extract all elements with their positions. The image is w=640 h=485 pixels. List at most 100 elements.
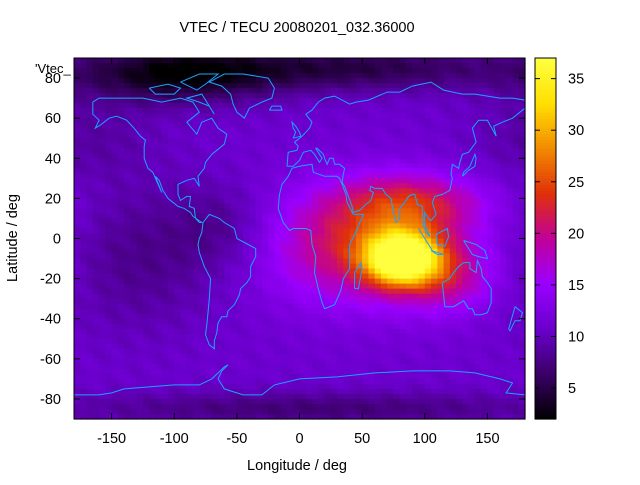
vtec-cell	[255, 263, 263, 270]
vtec-cell	[512, 123, 520, 129]
vtec-cell	[161, 213, 169, 220]
vtec-cell	[255, 283, 263, 290]
vtec-cell	[286, 83, 294, 89]
vtec-cell	[512, 333, 520, 340]
vtec-cell	[199, 348, 207, 355]
vtec-cell	[337, 248, 344, 255]
vtec-cell	[161, 338, 169, 345]
vtec-cell	[124, 238, 131, 245]
vtec-cell	[80, 143, 88, 149]
vtec-cell	[368, 138, 376, 144]
vtec-cell	[487, 273, 495, 280]
vtec-cell	[424, 263, 432, 270]
vtec-cell	[318, 393, 326, 400]
vtec-cell	[236, 393, 244, 400]
vtec-cell	[399, 248, 407, 255]
vtec-cell	[324, 308, 332, 315]
vtec-cell	[249, 253, 257, 260]
vtec-cell	[343, 63, 351, 69]
vtec-cell	[355, 313, 363, 320]
vtec-cell	[481, 248, 489, 255]
vtec-cell	[368, 133, 376, 139]
vtec-cell	[299, 153, 307, 159]
vtec-cell	[255, 298, 263, 305]
vtec-cell	[355, 238, 363, 245]
vtec-cell	[362, 203, 369, 210]
vtec-cell	[86, 388, 94, 395]
vtec-cell	[149, 313, 157, 320]
vtec-cell	[412, 378, 420, 385]
vtec-cell	[155, 213, 163, 220]
vtec-cell	[399, 273, 407, 280]
vtec-cell	[431, 278, 438, 285]
vtec-cell	[424, 313, 432, 320]
vtec-cell	[330, 203, 338, 210]
vtec-cell	[362, 78, 369, 84]
vtec-cell	[380, 228, 388, 235]
vtec-cell	[92, 183, 100, 189]
vtec-cell	[337, 223, 344, 230]
vtec-cell	[405, 353, 413, 360]
vtec-cell	[380, 283, 388, 290]
vtec-cell	[174, 398, 182, 405]
vtec-cell	[299, 108, 307, 114]
vtec-cell	[437, 98, 445, 104]
vtec-cell	[349, 188, 357, 194]
vtec-cell	[211, 133, 219, 139]
vtec-cell	[218, 98, 225, 104]
vtec-cell	[512, 103, 520, 109]
vtec-cell	[268, 93, 276, 99]
vtec-cell	[380, 193, 388, 199]
vtec-cell	[374, 343, 382, 350]
vtec-cell	[249, 238, 257, 245]
vtec-cell	[286, 78, 294, 84]
vtec-cell	[506, 113, 514, 119]
vtec-cell	[255, 288, 263, 295]
vtec-cell	[218, 363, 225, 370]
vtec-cell	[468, 218, 476, 225]
vtec-cell	[330, 188, 338, 194]
vtec-cell	[286, 273, 294, 280]
vtec-cell	[349, 343, 357, 350]
vtec-cell	[142, 118, 150, 124]
vtec-cell	[343, 378, 351, 385]
vtec-cell	[117, 148, 125, 154]
vtec-cell	[299, 313, 307, 320]
vtec-cell	[349, 158, 357, 164]
vtec-cell	[149, 303, 157, 310]
vtec-cell	[174, 193, 182, 199]
vtec-cell	[136, 138, 144, 144]
vtec-cell	[111, 148, 119, 154]
vtec-cell	[380, 363, 388, 370]
vtec-cell	[205, 243, 213, 250]
vtec-cell	[412, 128, 420, 134]
vtec-cell	[355, 343, 363, 350]
vtec-cell	[236, 178, 244, 184]
vtec-cell	[186, 313, 194, 320]
vtec-cell	[230, 313, 238, 320]
vtec-cell	[261, 358, 269, 365]
vtec-cell	[424, 258, 432, 265]
vtec-cell	[355, 348, 363, 355]
vtec-cell	[249, 328, 257, 335]
vtec-cell	[249, 223, 257, 230]
vtec-cell	[330, 113, 338, 119]
vtec-cell	[456, 268, 463, 275]
vtec-cell	[211, 283, 219, 290]
vtec-cell	[255, 188, 263, 194]
vtec-cell	[437, 63, 445, 69]
vtec-cell	[456, 248, 463, 255]
vtec-cell	[243, 258, 250, 265]
vtec-cell	[261, 318, 269, 325]
vtec-cell	[324, 108, 332, 114]
vtec-cell	[205, 143, 213, 149]
vtec-cell	[92, 68, 100, 74]
vtec-cell	[111, 73, 119, 79]
vtec-cell	[481, 198, 489, 204]
vtec-cell	[230, 63, 238, 69]
vtec-cell	[218, 138, 225, 144]
vtec-cell	[437, 73, 445, 79]
vtec-cell	[481, 163, 489, 169]
vtec-cell	[299, 398, 307, 405]
vtec-cell	[274, 308, 282, 315]
